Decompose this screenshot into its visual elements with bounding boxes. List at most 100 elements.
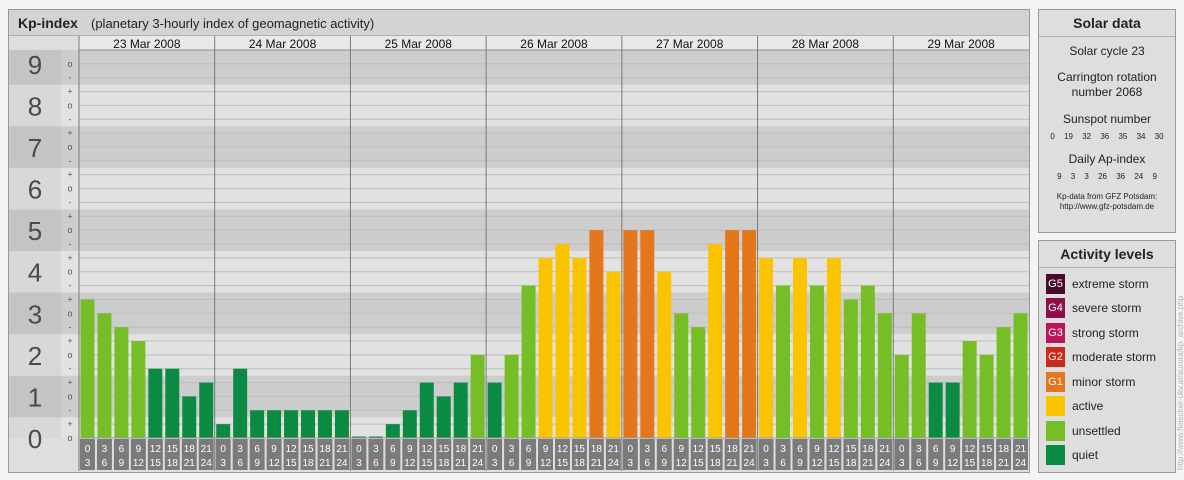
source-note: Kp-data from GFZ Potsdam: [1056,192,1158,201]
interval-start-label: 9 [407,444,413,455]
time-interval-box [113,439,129,470]
kp-index-chart: 0123456789o+-o+-o+-o+-o+-o+-o+-o+-o+-o23… [9,36,1029,471]
interval-start-label: 6 [390,444,396,455]
interval-end-label: 21 [591,458,603,469]
interval-start-label: 21 [744,444,756,455]
interval-start-label: 3 [916,444,922,455]
interval-start-label: 6 [797,444,803,455]
time-interval-box [605,439,621,470]
kp-bar [402,410,417,438]
kp-bar [538,257,553,438]
time-interval-box [249,439,265,470]
interval-end-label: 24 [1015,458,1027,469]
interval-start-label: 3 [645,444,651,455]
time-interval-box [555,439,570,470]
interval-start-label: 12 [693,444,705,455]
legend-label: moderate storm [1072,350,1157,364]
day-label: 26 Mar 2008 [520,37,588,51]
legend-label: minor storm [1072,375,1136,389]
y-minor-tick-label: o [67,350,72,360]
interval-end-label: 21 [727,458,739,469]
interval-end-label: 3 [899,458,905,469]
y-minor-tick-label: + [67,128,72,138]
interval-end-label: 3 [356,458,362,469]
interval-end-label: 18 [167,458,179,469]
kp-bar [1013,313,1028,438]
time-interval-box [470,439,486,470]
day-label: 25 Mar 2008 [385,37,453,51]
interval-end-label: 15 [964,458,976,469]
interval-start-label: 12 [285,444,297,455]
day-label: 23 Mar 2008 [113,37,181,51]
kp-bar [826,257,841,438]
kp-label-band [9,209,61,251]
time-interval-box [419,439,435,470]
kp-label-band [9,417,61,438]
interval-end-label: 12 [676,458,688,469]
legend-label: severe storm [1072,301,1142,315]
time-interval-box [1013,439,1028,470]
time-interval-box [283,439,299,470]
legend-label: quiet [1072,448,1099,462]
ap-index-values: 9 3 3 26 36 24 9 [1057,172,1157,181]
y-tick-label: 3 [28,299,42,329]
interval-end-label: 6 [373,458,379,469]
interval-start-label: 21 [608,444,620,455]
interval-end-label: 18 [845,458,857,469]
kp-label-band [9,375,61,418]
kp-bar [979,354,994,438]
interval-end-label: 18 [710,458,722,469]
time-interval-box [588,439,604,470]
interval-start-label: 21 [879,444,891,455]
interval-start-label: 12 [828,444,840,455]
interval-end-label: 18 [302,458,314,469]
interval-start-label: 15 [574,444,586,455]
kp-bar [928,382,943,438]
source-link[interactable]: http://www.gfz-potsdam.de [1059,202,1155,211]
kp-bar [996,327,1011,438]
kp-bar [216,424,231,438]
kp-bar [301,410,315,438]
time-interval-box [911,439,927,470]
interval-end-label: 21 [184,458,196,469]
interval-end-label: 24 [472,458,484,469]
kp-bar [504,354,519,438]
kp-bar [470,354,485,438]
kp-bar [962,341,977,438]
time-interval-box [775,439,791,470]
kp-label-band [9,334,61,376]
source-credit[interactable]: http://www.fleischer-ukv.at/aurora/kp_ar… [1176,295,1184,470]
interval-end-label: 24 [879,458,891,469]
kp-bar [318,410,332,438]
time-interval-box [147,439,163,470]
kp-bar [860,285,875,438]
interval-start-label: 9 [543,444,549,455]
time-interval-box [639,439,655,470]
interval-start-label: 12 [150,444,162,455]
activity-levels-title: Activity levels [1039,241,1175,268]
kp-bar [334,410,349,438]
interval-end-label: 12 [811,458,823,469]
time-interval-box [656,439,672,470]
interval-end-label: 9 [119,458,125,469]
interval-start-label: 3 [780,444,786,455]
time-interval-box [741,439,757,470]
kp-bar [843,299,858,438]
y-minor-tick-label: - [69,197,72,207]
interval-start-label: 3 [509,444,515,455]
interval-end-label: 24 [608,458,620,469]
kp-bar [776,285,790,438]
time-interval-box [504,439,520,470]
kp-bar [877,313,892,438]
interval-end-label: 9 [797,458,803,469]
y-minor-tick-label: - [69,239,72,249]
chart-title: Kp-index [18,15,78,31]
kp-label-band [9,250,61,293]
y-minor-tick-label: o [67,225,72,235]
legend-swatch: G3 [1046,323,1065,343]
y-minor-tick-label: + [67,294,72,304]
day-label: 29 Mar 2008 [927,37,995,51]
time-interval-box [690,439,706,470]
interval-end-label: 15 [150,458,162,469]
time-interval-box [521,439,537,470]
